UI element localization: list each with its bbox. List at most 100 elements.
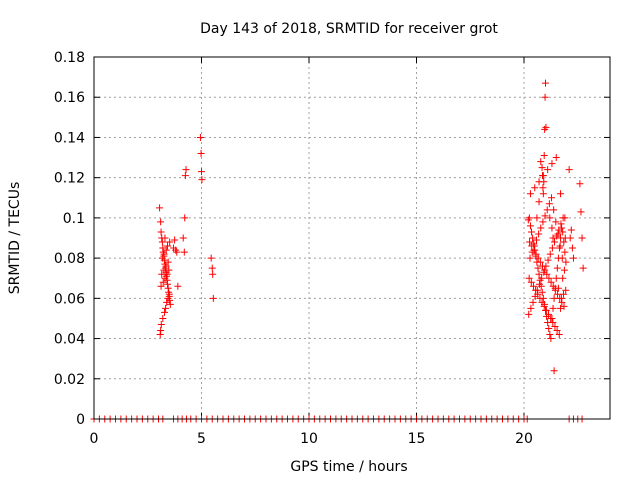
data-point [198,168,205,176]
data-point [541,93,549,101]
data-marks [90,79,587,423]
data-point [531,184,539,192]
data-point [546,214,554,222]
y-tick-label: 0.08 [54,251,85,267]
data-point [551,322,559,330]
data-point [569,254,577,262]
data-point [532,236,540,244]
data-point [548,160,556,168]
data-point [208,264,216,272]
data-point [164,258,172,266]
data-point [536,258,544,266]
data-point [552,274,560,282]
plot-frame [93,56,611,420]
y-tick-label: 0.1 [63,211,85,227]
data-point [157,320,165,328]
data-point [557,220,565,228]
y-tick-label: 0.14 [54,130,85,146]
y-tick-label: 0.04 [54,332,85,348]
data-point [174,282,182,290]
data-point [209,294,217,302]
data-point [562,286,570,294]
data-point [544,256,552,264]
data-point [538,164,546,172]
data-point [547,278,555,286]
data-point [547,314,555,322]
data-point [554,290,562,298]
data-point [528,228,536,236]
data-point [535,270,543,278]
data-point [526,222,534,230]
data-point [527,304,535,312]
data-point [545,274,553,282]
data-point [162,246,170,254]
data-point [557,304,565,312]
data-point [545,325,553,332]
data-point [548,224,556,232]
data-point [165,290,173,298]
x-tick-label: 5 [197,431,206,447]
data-point [161,274,169,282]
tick-layer: 0 0.02 0.04 0.06 0.08 0.1 0.12 0.14 0.16 0.18 0 5 10… [54,50,610,447]
data-point [528,242,536,250]
data-point [164,280,172,288]
data-point [555,331,563,339]
data-point [549,304,557,312]
data-point [547,335,555,343]
y-axis-label: SRMTID / TECUs [7,182,23,295]
data-point [538,274,546,282]
data-point [567,226,575,234]
data-point [157,282,165,290]
data-point [560,290,568,298]
data-point [171,236,179,244]
data-point [577,208,585,216]
grid-layer [94,57,610,419]
data-point [558,254,566,262]
data-point [525,274,533,282]
data-point [540,302,548,310]
data-point [166,300,174,308]
data-point [543,270,551,278]
data-point [163,298,171,306]
data-point [556,242,564,250]
data-point [539,190,547,198]
data-point [539,218,547,226]
data-point [579,264,587,272]
data-point [560,238,568,246]
data-point [538,298,546,306]
data-point [538,262,546,270]
data-point [535,230,543,238]
data-point [554,230,562,238]
data-point [568,244,576,252]
data-point [554,284,562,292]
data-point [548,244,556,252]
data-point [535,280,543,288]
data-point [527,278,535,286]
data-point [562,258,570,266]
data-point [542,306,550,314]
chart-title: Day 143 of 2018, SRMTID for receiver gro… [200,21,498,37]
data-point [538,288,546,296]
data-point [529,298,537,306]
data-point [534,264,542,272]
data-point [529,234,537,242]
x-tick-label: 20 [515,431,533,447]
data-point [550,367,558,375]
data-point [173,248,181,256]
data-point [165,266,173,274]
data-point [578,234,586,242]
data-point [548,194,556,202]
data-point [182,166,190,174]
data-point [197,150,205,158]
data-point [163,270,171,278]
data-point [160,250,168,258]
data-point [196,133,204,141]
data-point [180,248,188,256]
data-point [559,228,567,236]
data-point [541,266,549,274]
data-point [549,282,557,290]
data-point [553,264,561,272]
x-tick-label: 15 [408,431,426,447]
data-point [181,214,189,222]
